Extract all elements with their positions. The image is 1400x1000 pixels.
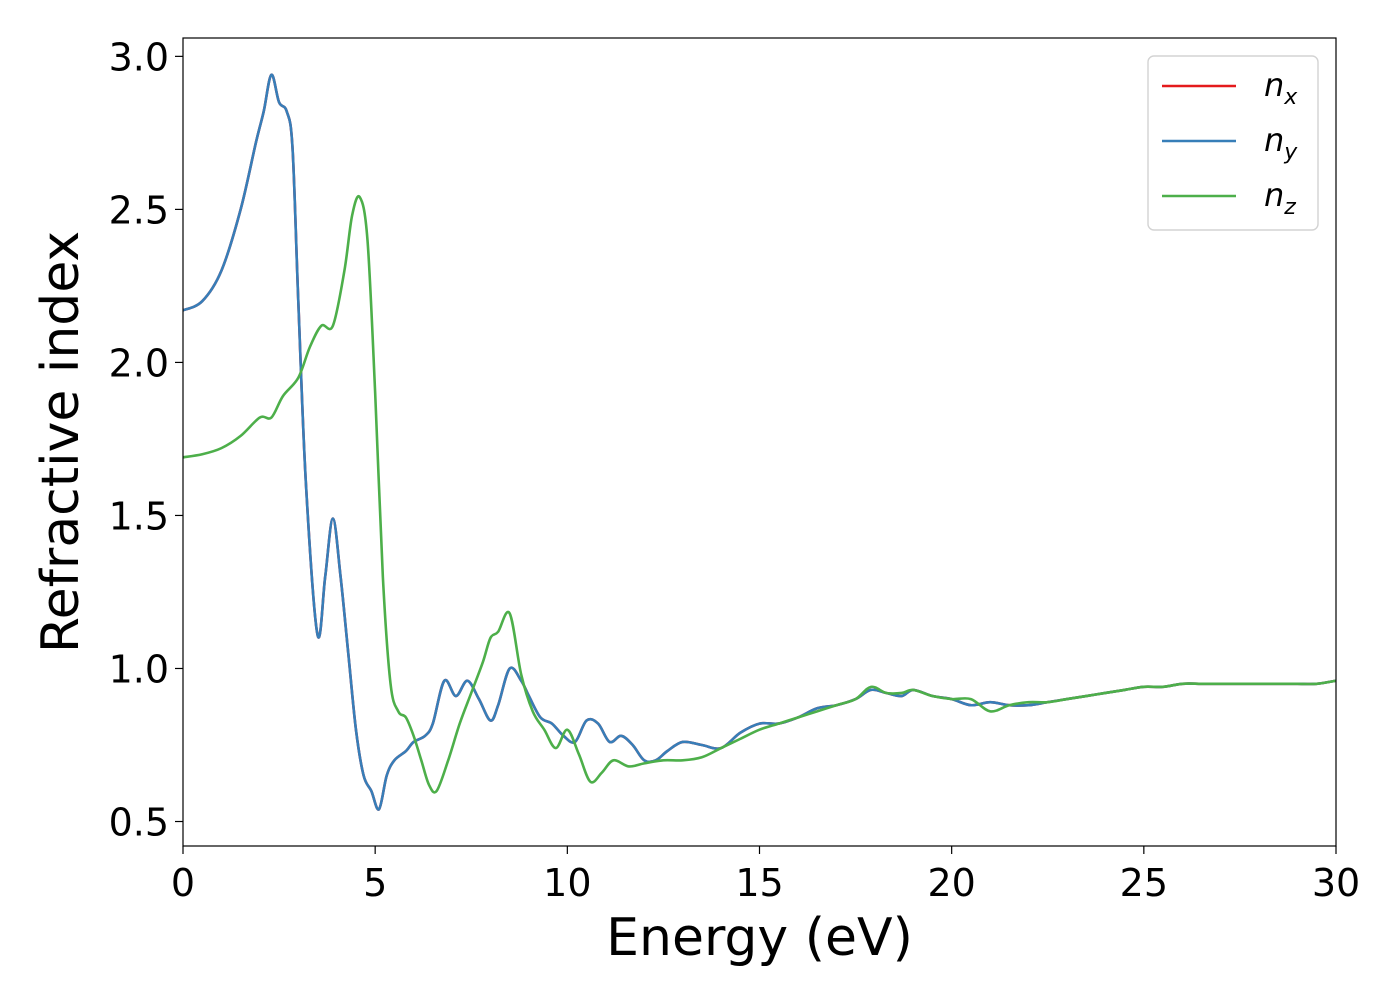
y-axis-label: Refractive index	[31, 231, 91, 653]
y-tick-label: 2.0	[109, 341, 169, 385]
x-tick-label: 25	[1120, 861, 1168, 905]
legend-label-x: nx	[1264, 66, 1298, 110]
series-line-z	[183, 194, 1336, 794]
x-tick-label: 30	[1312, 861, 1360, 905]
plot-lines	[183, 73, 1336, 811]
x-axis-label: Energy (eV)	[606, 908, 913, 968]
legend-box	[1147, 55, 1319, 231]
x-axis-ticks: 0 5 10 15 20 25 30	[171, 846, 1360, 905]
y-tick-label: 1.0	[109, 647, 169, 691]
y-axis-ticks: 0.5 1.0 1.5 2.0 2.5 3.0	[109, 35, 183, 845]
y-tick-label: 3.0	[109, 35, 169, 79]
legend-label-z: nz	[1264, 176, 1296, 220]
y-tick-label: 2.5	[109, 188, 169, 232]
x-tick-label: 20	[927, 861, 975, 905]
y-tick-label: 0.5	[109, 801, 169, 845]
legend-label-y: ny	[1264, 121, 1298, 165]
x-tick-label: 5	[363, 861, 387, 905]
legend: nx ny nz	[1147, 55, 1319, 231]
x-tick-label: 15	[735, 861, 783, 905]
x-tick-label: 0	[171, 861, 195, 905]
x-tick-label: 10	[543, 861, 591, 905]
y-tick-label: 1.5	[109, 494, 169, 538]
